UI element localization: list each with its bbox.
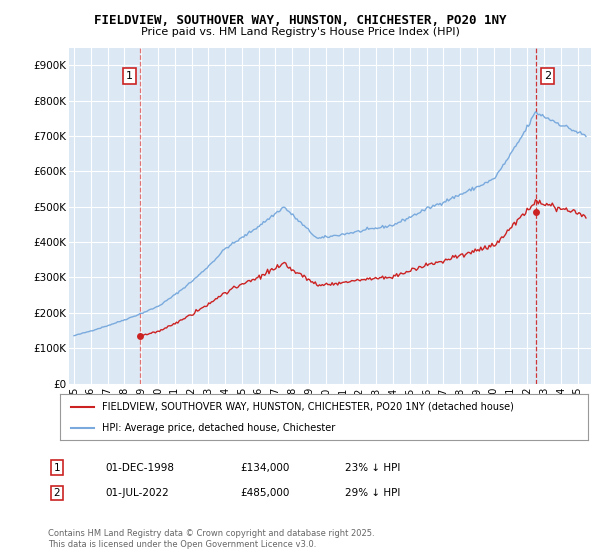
Text: 2: 2 <box>544 71 551 81</box>
Text: HPI: Average price, detached house, Chichester: HPI: Average price, detached house, Chic… <box>102 423 335 433</box>
Text: 1: 1 <box>53 463 61 473</box>
Text: 1: 1 <box>126 71 133 81</box>
Text: 01-JUL-2022: 01-JUL-2022 <box>105 488 169 498</box>
Text: FIELDVIEW, SOUTHOVER WAY, HUNSTON, CHICHESTER, PO20 1NY: FIELDVIEW, SOUTHOVER WAY, HUNSTON, CHICH… <box>94 14 506 27</box>
Text: 2: 2 <box>53 488 61 498</box>
Text: £485,000: £485,000 <box>240 488 289 498</box>
Text: 29% ↓ HPI: 29% ↓ HPI <box>345 488 400 498</box>
Text: 23% ↓ HPI: 23% ↓ HPI <box>345 463 400 473</box>
Text: 01-DEC-1998: 01-DEC-1998 <box>105 463 174 473</box>
Text: Price paid vs. HM Land Registry's House Price Index (HPI): Price paid vs. HM Land Registry's House … <box>140 27 460 37</box>
Text: £134,000: £134,000 <box>240 463 289 473</box>
Text: FIELDVIEW, SOUTHOVER WAY, HUNSTON, CHICHESTER, PO20 1NY (detached house): FIELDVIEW, SOUTHOVER WAY, HUNSTON, CHICH… <box>102 402 514 412</box>
Text: Contains HM Land Registry data © Crown copyright and database right 2025.
This d: Contains HM Land Registry data © Crown c… <box>48 529 374 549</box>
